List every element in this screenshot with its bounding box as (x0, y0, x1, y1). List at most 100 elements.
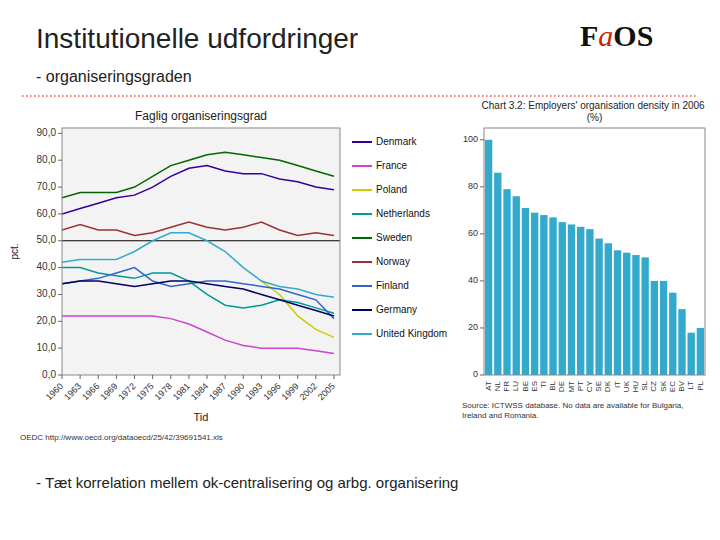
tick-label: 1972 (116, 381, 137, 402)
tick (152, 375, 153, 379)
tick (62, 375, 63, 379)
tick-label: 100 (463, 134, 478, 144)
bar (513, 196, 520, 375)
tick-label: 60 (468, 228, 478, 238)
tick (297, 375, 298, 379)
series-line (62, 152, 334, 198)
tick-label: LT (686, 381, 695, 390)
bar (494, 173, 501, 375)
legend-entry: Sweden (376, 232, 412, 243)
page-title: Institutionelle udfordringer (36, 23, 358, 54)
tick-label: 2005 (316, 381, 337, 402)
legend-swatch (352, 141, 372, 143)
bar-chart: 020406080100ATNLFRLUBEESTIBLDEMTPTCYSEDK… (462, 100, 707, 420)
tick (58, 187, 62, 188)
tick (134, 375, 135, 379)
series-line (62, 222, 334, 235)
series-line (62, 281, 334, 316)
bar (614, 250, 621, 375)
bar (531, 213, 538, 375)
tick-label: LU (511, 381, 520, 391)
plot-background (62, 128, 340, 375)
legend-swatch (352, 189, 372, 191)
page-subtitle: - organiseringsgraden (36, 68, 192, 85)
tick (207, 375, 208, 379)
text-line: Chart 3.2: Employers' organisation densi… (482, 100, 708, 111)
bar (549, 217, 556, 375)
legend-swatch (352, 285, 372, 287)
series-line (62, 316, 334, 354)
tick-label: 0,0 (42, 369, 56, 380)
tick-label: 40,0 (37, 261, 57, 272)
chart-title: Chart 3.2: Employers' organisation densi… (482, 100, 708, 123)
tick-label: CZ (649, 381, 658, 392)
bar (522, 208, 529, 375)
tick-label: 0 (473, 369, 478, 379)
bar (503, 189, 510, 375)
bar (577, 227, 584, 375)
tick-label: IT (613, 381, 622, 388)
legend-swatch (352, 333, 372, 335)
reference-line (62, 240, 340, 241)
logo-letter: S (637, 19, 654, 52)
legend-entry: Germany (376, 304, 417, 315)
legend-entry: Denmark (376, 136, 418, 147)
legend-swatch (352, 213, 372, 215)
series-line (62, 166, 334, 214)
tick-label: 1996 (261, 381, 282, 402)
tick-label: DK (603, 380, 612, 392)
legend-entry: United Kingdom (376, 328, 447, 339)
tick-label: 70,0 (37, 181, 57, 192)
legend: DenmarkFrancePolandNetherlandsSwedenNorw… (352, 136, 447, 339)
legend-entry: Finland (376, 280, 409, 291)
axis-label: pct. (9, 243, 20, 259)
tick (58, 213, 62, 214)
legend-entry: Netherlands (376, 208, 430, 219)
rule (22, 95, 698, 96)
tick-label: 60,0 (37, 208, 57, 219)
tick-label: 80,0 (37, 154, 57, 165)
legend-entry: France (376, 160, 408, 171)
bar (586, 229, 593, 375)
tick-label: 1963 (62, 381, 83, 402)
tick-label: AT (484, 381, 493, 391)
bar (568, 224, 575, 375)
text-line: Ireland and Romania. (462, 411, 539, 420)
tick (480, 186, 484, 187)
bar (641, 257, 648, 375)
tick (58, 294, 62, 295)
tick (170, 375, 171, 379)
tick (225, 375, 226, 379)
bar (605, 243, 612, 375)
tick-label: NL (493, 380, 502, 391)
series-line (62, 268, 334, 319)
legend-entry: Norway (376, 256, 410, 267)
bar (632, 255, 639, 375)
tick (58, 240, 62, 241)
tick (188, 375, 189, 379)
tick (116, 375, 117, 379)
tick (58, 321, 62, 322)
tick-label: 10,0 (37, 342, 57, 353)
tick-label: SK (659, 380, 668, 391)
tick-label: 1993 (243, 381, 264, 402)
tick-label: FR (502, 381, 511, 392)
source-note: OEDC http://www.oecd.org/dataoecd/25/42/… (20, 433, 223, 442)
tick (261, 375, 262, 379)
text-line: Source: ICTWSS database. No data are ava… (462, 401, 686, 410)
tick-label: 20 (468, 322, 478, 332)
tick (58, 133, 62, 134)
tick-label: 30,0 (37, 288, 57, 299)
tick (279, 375, 280, 379)
tick-label: 1978 (153, 381, 174, 402)
tick-label: 20,0 (37, 315, 57, 326)
plot-marks (485, 140, 704, 375)
bar (688, 333, 695, 375)
tick-label: TI (539, 381, 548, 388)
chart-title: Faglig organiseringsgrad (135, 109, 267, 123)
bar (660, 281, 667, 375)
page: Institutionelle udfordringerFaOS- organi… (0, 0, 720, 540)
logo-letter: O (613, 19, 636, 52)
plot-background (484, 128, 705, 375)
tick-label: 1960 (44, 381, 65, 402)
